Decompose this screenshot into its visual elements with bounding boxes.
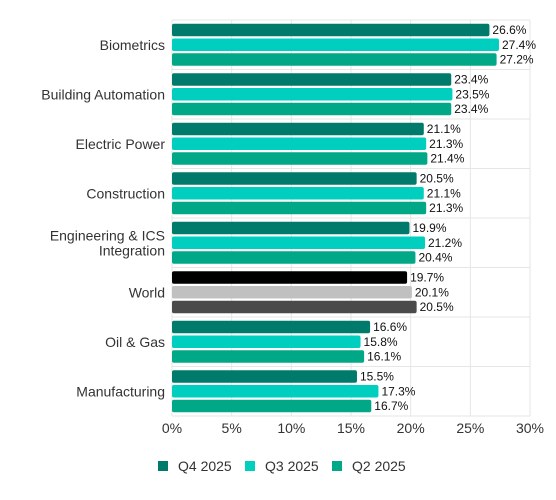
- bar: [172, 236, 425, 249]
- data-label: 27.4%: [502, 38, 536, 52]
- category-label: Engineering & ICS Integration: [50, 227, 165, 258]
- x-tick-label: 30%: [516, 420, 544, 436]
- x-tick-label: 5%: [222, 420, 242, 436]
- bar: [172, 137, 427, 150]
- data-label: 20.5%: [420, 300, 454, 314]
- data-label: 17.3%: [381, 384, 415, 398]
- x-tick-label: 15%: [337, 420, 365, 436]
- data-label: 16.7%: [374, 399, 408, 413]
- x-tick-label: 20%: [397, 420, 425, 436]
- data-label: 16.6%: [373, 320, 407, 334]
- bar: [172, 187, 424, 200]
- category-label: Construction: [86, 185, 165, 201]
- bar: [172, 399, 372, 413]
- data-label: 20.4%: [418, 250, 452, 264]
- legend: Q4 2025 Q3 2025 Q2 2025: [158, 458, 406, 474]
- category-label: Biometrics: [100, 37, 165, 53]
- bar: [172, 221, 410, 235]
- data-label: 15.5%: [360, 370, 394, 384]
- x-tick-label: 0%: [162, 420, 182, 436]
- bar: [172, 38, 499, 51]
- legend-swatch: [245, 461, 255, 471]
- data-label: 21.1%: [427, 122, 461, 136]
- grid-lines: [171, 19, 531, 417]
- legend-label: Q4 2025: [178, 458, 232, 474]
- category-labels: Biometrics Building Automation Electric Po…: [41, 37, 165, 400]
- data-label: 21.4%: [430, 151, 464, 165]
- x-tick-label: 25%: [456, 420, 484, 436]
- bar: [172, 350, 365, 363]
- data-label: 20.1%: [415, 285, 449, 299]
- data-label: 16.1%: [367, 349, 401, 363]
- data-label: 19.7%: [410, 271, 444, 285]
- data-label: 21.1%: [427, 186, 461, 200]
- bar: [172, 286, 412, 299]
- legend-swatch: [158, 461, 168, 471]
- category-label: Building Automation: [41, 86, 165, 102]
- category-label: Manufacturing: [76, 383, 165, 399]
- bar: [172, 152, 428, 165]
- bars: 26.6%27.4%27.2%23.4%23.5%23.4%21.1%21.3%…: [172, 23, 536, 413]
- bar: [172, 88, 453, 101]
- bar: [172, 370, 357, 383]
- bar: [172, 320, 371, 334]
- bar: [172, 271, 408, 284]
- bar: [172, 251, 416, 264]
- bar: [172, 122, 424, 136]
- bar: [172, 172, 417, 185]
- category-label: Oil & Gas: [105, 334, 165, 350]
- legend-swatch: [332, 461, 342, 471]
- legend-label: Q2 2025: [352, 458, 406, 474]
- bar: [172, 335, 361, 348]
- data-label: 15.8%: [364, 335, 398, 349]
- data-label: 26.6%: [492, 23, 526, 37]
- bar: [172, 53, 497, 66]
- legend-label: Q3 2025: [265, 458, 319, 474]
- data-label: 23.4%: [454, 73, 488, 87]
- data-label: 21.3%: [429, 137, 463, 151]
- data-label: 23.5%: [455, 87, 489, 101]
- data-label: 20.5%: [420, 172, 454, 186]
- bar: [172, 23, 490, 37]
- category-label: World: [129, 284, 165, 300]
- data-label: 21.2%: [428, 236, 462, 250]
- data-label: 27.2%: [500, 52, 534, 66]
- bar: [172, 385, 379, 398]
- bar: [172, 73, 452, 86]
- bar: [172, 300, 417, 314]
- x-axis-ticks: 0% 5% 10% 15% 20% 25% 30%: [162, 420, 544, 436]
- data-label: 21.3%: [429, 201, 463, 215]
- bar: [172, 102, 452, 116]
- data-label: 23.4%: [454, 102, 488, 116]
- data-label: 19.9%: [412, 221, 446, 235]
- x-tick-label: 10%: [277, 420, 305, 436]
- category-label: Electric Power: [76, 136, 166, 152]
- bar: [172, 201, 427, 215]
